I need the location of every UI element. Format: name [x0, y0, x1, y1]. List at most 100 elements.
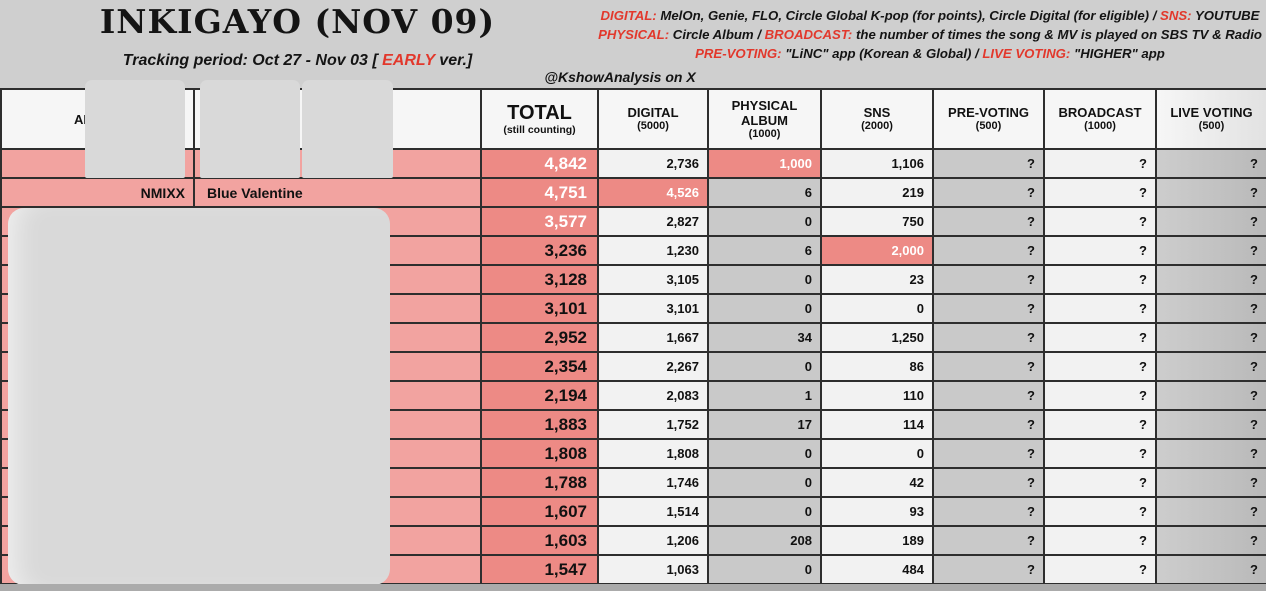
cell-live: ?	[1155, 322, 1266, 353]
cell-bro: ?	[1043, 293, 1157, 324]
cell-sns: 484	[820, 554, 934, 585]
broadcast-header-sub: (1000)	[1084, 120, 1116, 132]
column-header-broadcast: BROADCAST (1000)	[1043, 88, 1157, 150]
cell-bro: ?	[1043, 554, 1157, 585]
cell-total: 3,577	[480, 206, 599, 237]
cell-bro: ?	[1043, 525, 1157, 556]
prevoting-header-label: PRE-VOTING	[948, 105, 1029, 120]
cell-sns: 23	[820, 264, 934, 295]
cell-live: ?	[1155, 235, 1266, 266]
cell-live: ?	[1155, 554, 1266, 585]
cell-total: 2,952	[480, 322, 599, 353]
cell-total: 3,128	[480, 264, 599, 295]
cell-pre: ?	[932, 206, 1045, 237]
cell-dig: 2,827	[597, 206, 709, 237]
tracking-period: Tracking period: Oct 27 - Nov 03 [ EARLY…	[0, 52, 595, 70]
cell-pre: ?	[932, 496, 1045, 527]
cell-live: ?	[1155, 525, 1266, 556]
cell-total: 1,603	[480, 525, 599, 556]
cell-pre: ?	[932, 177, 1045, 208]
digital-header-sub: (5000)	[637, 120, 669, 132]
legend-text: "HIGHER" app	[1070, 46, 1165, 61]
cell-bro: ?	[1043, 177, 1157, 208]
cell-phy: 0	[707, 264, 822, 295]
cell-live: ?	[1155, 438, 1266, 469]
cell-bro: ?	[1043, 148, 1157, 179]
legend-key: BROADCAST:	[764, 27, 853, 42]
cell-live: ?	[1155, 496, 1266, 527]
cell-total: 1,808	[480, 438, 599, 469]
censor-box-artist-header	[85, 80, 185, 178]
cell-dig: 3,101	[597, 293, 709, 324]
cell-title: Blue Valentine	[193, 177, 482, 208]
cell-sns: 86	[820, 351, 934, 382]
cell-sns: 93	[820, 496, 934, 527]
cell-bro: ?	[1043, 409, 1157, 440]
digital-header-label: DIGITAL	[627, 105, 679, 120]
legend-key: PHYSICAL:	[598, 27, 670, 42]
cell-total: 3,101	[480, 293, 599, 324]
legend-text: "LiNC" app (Korean & Global) /	[781, 46, 983, 61]
cell-sns: 0	[820, 293, 934, 324]
cell-sns: 750	[820, 206, 934, 237]
cell-pre: ?	[932, 235, 1045, 266]
cell-total: 2,194	[480, 380, 599, 411]
cell-bro: ?	[1043, 467, 1157, 498]
legend-key: PRE-VOTING:	[695, 46, 782, 61]
cell-bro: ?	[1043, 206, 1157, 237]
cell-sns: 189	[820, 525, 934, 556]
cell-phy: 0	[707, 496, 822, 527]
cell-dig: 4,526	[597, 177, 709, 208]
cell-bro: ?	[1043, 438, 1157, 469]
cell-phy: 0	[707, 467, 822, 498]
cell-dig: 2,267	[597, 351, 709, 382]
tracking-suffix: ver.]	[434, 52, 473, 69]
cell-dig: 1,746	[597, 467, 709, 498]
cell-pre: ?	[932, 322, 1045, 353]
cell-total: 1,788	[480, 467, 599, 498]
cell-dig: 1,514	[597, 496, 709, 527]
cell-total: 1,883	[480, 409, 599, 440]
legend-line: PRE-VOTING: "LiNC" app (Korean & Global)…	[598, 44, 1262, 63]
cell-live: ?	[1155, 206, 1266, 237]
censor-box-rows	[8, 208, 390, 585]
cell-dig: 3,105	[597, 264, 709, 295]
column-header-total: TOTAL (still counting)	[480, 88, 599, 150]
cell-sns: 0	[820, 438, 934, 469]
table-row: 4,842 2,736 1,000 1,106???	[0, 148, 1266, 179]
table-row: NMIXX Blue Valentine 4,751 4,526 6 219???	[0, 177, 1266, 208]
column-header-prevoting: PRE-VOTING (500)	[932, 88, 1045, 150]
credit-handle: @KshowAnalysis on X	[544, 69, 696, 85]
column-header-livevoting: LIVE VOTING (500)	[1155, 88, 1266, 150]
cell-phy: 0	[707, 351, 822, 382]
cell-sns: 1,250	[820, 322, 934, 353]
livevoting-header-label: LIVE VOTING	[1170, 105, 1253, 120]
cell-phy: 208	[707, 525, 822, 556]
cell-dig: 2,083	[597, 380, 709, 411]
legend-line: DIGITAL: MelOn, Genie, FLO, Circle Globa…	[598, 6, 1262, 25]
cell-pre: ?	[932, 380, 1045, 411]
cell-phy: 6	[707, 177, 822, 208]
livevoting-header-sub: (500)	[1198, 120, 1225, 132]
legend-text: the number of times the song & MV is pla…	[852, 27, 1262, 42]
legend-text: YOUTUBE	[1191, 8, 1260, 23]
cell-bro: ?	[1043, 380, 1157, 411]
censor-box-song-header-left	[200, 80, 300, 178]
cell-phy: 0	[707, 293, 822, 324]
cell-phy: 34	[707, 322, 822, 353]
censor-box-song-header-right	[302, 80, 393, 178]
column-header-physical: PHYSICAL ALBUM (1000)	[707, 88, 822, 150]
cell-total: 1,607	[480, 496, 599, 527]
cell-artist: NMIXX	[0, 177, 195, 208]
header-row: ARTIST TOTAL (still counting) DIGITAL (5…	[0, 88, 1266, 150]
cell-bro: ?	[1043, 496, 1157, 527]
cell-bro: ?	[1043, 235, 1157, 266]
cell-pre: ?	[932, 554, 1045, 585]
cell-dig: 1,667	[597, 322, 709, 353]
cell-pre: ?	[932, 525, 1045, 556]
cell-bro: ?	[1043, 351, 1157, 382]
legend-text: MelOn, Genie, FLO, Circle Global K-pop (…	[656, 8, 1161, 23]
cell-pre: ?	[932, 438, 1045, 469]
cell-pre: ?	[932, 467, 1045, 498]
